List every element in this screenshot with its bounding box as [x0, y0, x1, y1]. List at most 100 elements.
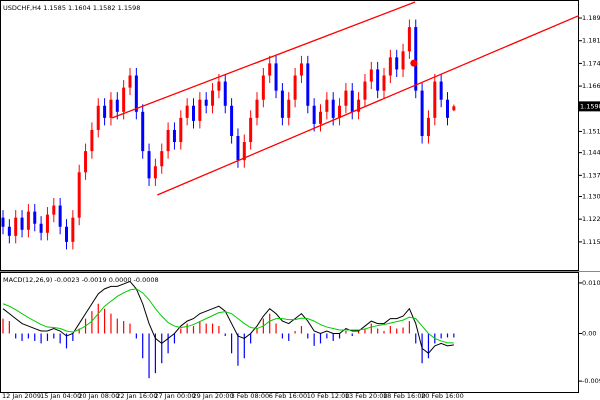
x-tick-label: 10 Feb 12:00: [307, 392, 350, 400]
histogram-bar: [78, 328, 80, 334]
candle-body: [268, 63, 272, 76]
candle-body: [1, 217, 5, 227]
histogram-bar: [415, 333, 417, 344]
candle-body: [369, 69, 373, 82]
histogram-bar: [396, 328, 398, 334]
y-tick-label: -0.0096: [582, 377, 600, 385]
candle-body: [319, 111, 322, 124]
candle-body: [350, 90, 354, 112]
histogram-bar: [142, 333, 144, 359]
candle-body: [65, 226, 68, 242]
candle-body: [141, 111, 145, 152]
histogram-bar: [389, 326, 391, 334]
histogram-bar: [27, 333, 29, 339]
y-tick-label: 1.1665: [582, 82, 600, 90]
histogram-bar: [332, 333, 334, 341]
histogram-bar: [59, 333, 61, 344]
candle-body: [58, 205, 62, 227]
candle-body: [274, 63, 278, 91]
x-tick-label: 15 Jan 04:00: [40, 392, 81, 400]
candle-body: [382, 75, 386, 91]
histogram-bar: [40, 333, 42, 344]
candle-body: [192, 105, 195, 121]
candle-body: [223, 81, 227, 106]
histogram-bar: [72, 333, 74, 341]
histogram-bar: [192, 326, 195, 334]
histogram-bar: [211, 323, 214, 334]
candle-body: [172, 129, 176, 143]
histogram-bar: [408, 321, 410, 334]
histogram-bar: [224, 333, 226, 336]
signal-marker: [410, 59, 418, 67]
histogram-bar: [97, 303, 99, 334]
histogram-bar: [338, 333, 341, 339]
histogram-bar: [446, 333, 449, 338]
candle-body: [20, 217, 24, 230]
x-tick-label: 22 Jan 16:00: [116, 392, 157, 400]
y-tick-label: 1.1300: [582, 192, 600, 200]
candle-body: [299, 63, 303, 76]
y-tick-label: 1.189: [582, 14, 600, 22]
candle-body: [185, 105, 189, 118]
histogram-bar: [15, 333, 17, 339]
candle-body: [331, 99, 335, 118]
histogram-bar: [218, 326, 220, 334]
y-tick-label: 1.1445: [582, 149, 600, 157]
candle-body: [344, 90, 348, 106]
histogram-bar: [110, 313, 112, 334]
candle-body: [236, 136, 240, 161]
histogram-bar: [402, 327, 404, 334]
histogram-bar: [281, 333, 283, 339]
candle-body: [407, 27, 411, 52]
histogram-bar: [313, 333, 315, 346]
histogram-bar: [8, 321, 10, 334]
trendline: [111, 1, 416, 119]
candle-body: [179, 117, 183, 143]
histogram-bar: [351, 333, 353, 336]
histogram-bar: [129, 323, 131, 334]
candle-body: [122, 87, 126, 112]
histogram-bar: [186, 323, 188, 334]
candle-body: [261, 75, 265, 100]
x-tick-label: 12 Jan 2009: [2, 392, 41, 400]
candle-body: [249, 117, 253, 143]
candle-body: [280, 90, 284, 118]
histogram-bar: [256, 328, 258, 334]
histogram-bar: [34, 333, 36, 341]
histogram-bar: [180, 328, 182, 334]
chart-title: USDCHF,H4 1.1585 1.1604 1.1582 1.1598: [3, 4, 140, 12]
candle-body: [45, 214, 49, 233]
y-tick-label: 0.0102: [582, 279, 600, 287]
candle-body: [33, 211, 37, 224]
histogram-bar: [427, 333, 430, 359]
price-panel: [0, 0, 579, 271]
trendline: [157, 14, 579, 196]
y-tick-label: 1.1225: [582, 215, 600, 223]
y-tick-label: 1.1815: [582, 37, 600, 45]
current-price-label: 1.1598: [580, 102, 600, 110]
candle-body: [312, 105, 316, 124]
candle-body: [14, 217, 18, 236]
candle-body: [115, 99, 119, 112]
histogram-bar: [453, 333, 455, 338]
candle-body: [255, 99, 259, 118]
candle-body: [452, 106, 456, 111]
candle-body: [166, 129, 170, 152]
histogram-bar: [104, 308, 106, 334]
candle-body: [71, 217, 75, 242]
current-price-box: [579, 101, 600, 112]
candle-body: [198, 99, 202, 121]
histogram-bar: [231, 333, 233, 354]
candle-body: [426, 117, 430, 136]
x-tick-label: 27 Jan 00:00: [154, 392, 195, 400]
histogram-bar: [91, 311, 93, 334]
candle-body: [96, 105, 100, 130]
candle-body: [77, 172, 81, 218]
candle-body: [357, 99, 361, 112]
histogram-bar: [358, 331, 360, 334]
candle-body: [204, 99, 208, 106]
candle-body: [211, 90, 215, 106]
candle-body: [433, 81, 437, 118]
candle-body: [230, 105, 234, 136]
